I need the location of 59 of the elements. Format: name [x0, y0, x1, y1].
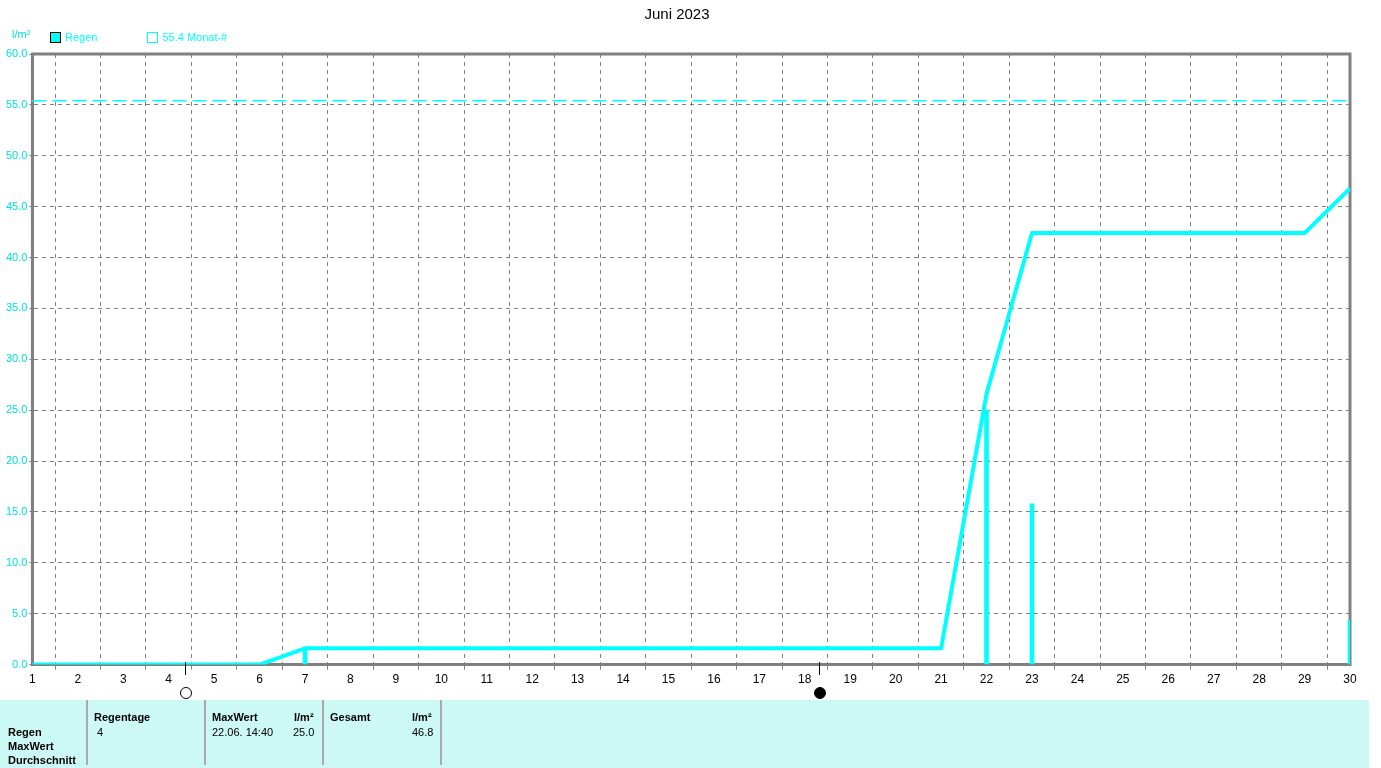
- x-tick-label: 6: [256, 672, 264, 687]
- chart-title: Juni 2023: [644, 5, 710, 23]
- y-tick-label: 60.0: [5, 47, 28, 60]
- x-tick-label: 20: [888, 672, 903, 687]
- y-tick-label: 35.0: [5, 301, 28, 314]
- text: MaxWert: [212, 711, 258, 723]
- x-tick-label: 9: [392, 672, 400, 687]
- x-tick-label: 7: [301, 672, 309, 687]
- y-tick-label: 40.0: [5, 250, 28, 263]
- x-tick-label: 25: [1116, 672, 1130, 687]
- x-tick-label: 19: [843, 672, 858, 687]
- x-tick-label: 16: [707, 672, 721, 687]
- legend-label: Regen: [65, 31, 98, 43]
- x-tick-label: 22: [979, 672, 994, 687]
- x-tick-label: 4: [165, 672, 173, 687]
- text: Durchschnitt: [8, 754, 76, 766]
- x-tick-label: 15: [661, 672, 676, 687]
- x-tick-label: 18: [798, 672, 812, 687]
- text: 22.06. 14:40: [212, 726, 274, 738]
- x-tick-label: 17: [752, 672, 767, 687]
- text: 46.8: [412, 726, 434, 738]
- legend-label: 55.4 Monat-#: [162, 31, 228, 43]
- x-tick-label: 23: [1025, 672, 1039, 687]
- y-tick-label: 15.0: [5, 504, 28, 517]
- y-tick-label: 30.0: [5, 352, 28, 365]
- x-tick-label: 5: [210, 672, 218, 687]
- x-tick-label: 2: [74, 672, 82, 687]
- y-tick-label: 25.0: [5, 403, 28, 416]
- y-tick-label: 0.0: [12, 657, 28, 670]
- y-tick-label: 20.0: [5, 454, 28, 467]
- text: Regen: [8, 726, 42, 738]
- text: 4: [97, 726, 104, 738]
- text: Gesamt: [330, 711, 371, 723]
- y-axis-title: l/m²: [12, 28, 31, 40]
- x-tick-label: 29: [1297, 672, 1312, 687]
- text: 25.0: [293, 726, 315, 738]
- text: l/m²: [294, 711, 314, 723]
- text: l/m²: [412, 711, 432, 723]
- x-tick-label: 13: [570, 672, 585, 687]
- text: Regentage: [94, 711, 151, 723]
- x-tick-label: 26: [1161, 672, 1176, 687]
- x-tick-label: 10: [434, 672, 449, 687]
- y-tick-label: 5.0: [12, 606, 28, 619]
- x-tick-label: 28: [1252, 672, 1267, 687]
- y-tick-label: 50.0: [5, 148, 28, 161]
- x-tick-label: 8: [347, 672, 355, 687]
- x-tick-label: 1: [29, 672, 37, 687]
- x-tick-label: 27: [1207, 672, 1221, 687]
- y-tick-label: 10.0: [5, 555, 28, 568]
- y-tick-label: 45.0: [5, 199, 28, 212]
- x-tick-label: 14: [616, 672, 631, 687]
- x-tick-label: 24: [1070, 672, 1085, 687]
- x-tick-label: 30: [1343, 672, 1357, 687]
- x-tick-label: 11: [480, 672, 494, 687]
- x-tick-label: 12: [525, 672, 540, 687]
- x-tick-label: 3: [119, 672, 127, 687]
- x-tick-label: 21: [934, 672, 949, 687]
- y-tick-label: 55.0: [5, 97, 28, 110]
- text: MaxWert: [8, 740, 54, 752]
